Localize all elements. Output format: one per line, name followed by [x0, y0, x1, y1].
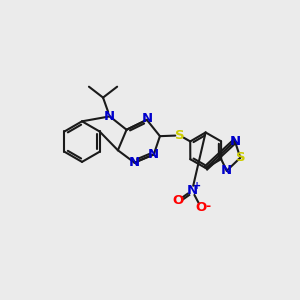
Text: N: N — [221, 164, 232, 177]
Text: O: O — [172, 194, 184, 207]
Text: N: N — [148, 148, 159, 161]
Text: S: S — [175, 129, 184, 142]
Text: N: N — [229, 135, 240, 148]
Text: S: S — [236, 151, 245, 164]
Text: O: O — [196, 201, 207, 214]
Text: N: N — [187, 184, 198, 197]
Text: N: N — [129, 156, 140, 169]
Text: N: N — [104, 110, 115, 123]
Text: N: N — [141, 112, 152, 125]
Text: -: - — [206, 200, 211, 213]
Text: +: + — [194, 181, 202, 191]
